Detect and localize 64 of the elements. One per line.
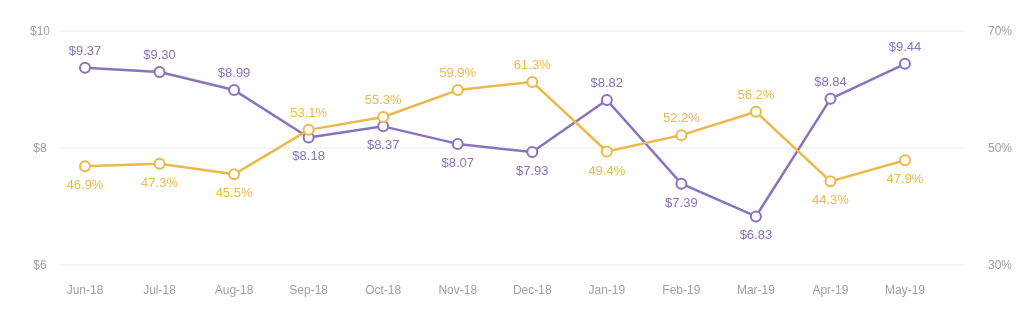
x-tick-label: Apr-19 — [812, 283, 849, 297]
data-label: 59.9% — [439, 65, 477, 81]
data-label: 49.4% — [588, 162, 626, 178]
point — [824, 175, 837, 188]
data-label: $8.99 — [217, 65, 251, 81]
data-label: $8.07 — [441, 154, 474, 170]
point — [377, 111, 390, 123]
x-tick-label: Jul-18 — [143, 283, 177, 297]
point — [451, 137, 464, 150]
y-tick-label: $8 — [33, 141, 47, 156]
x-tick-label: Oct-18 — [365, 283, 402, 297]
data-label: $8.82 — [590, 75, 624, 91]
point — [153, 65, 166, 78]
data-label: $8.18 — [292, 148, 325, 164]
data-label: 52.2% — [662, 110, 701, 126]
point — [600, 94, 613, 107]
data-label: $8.84 — [814, 73, 847, 89]
data-label: $8.37 — [366, 137, 400, 153]
data-label: $9.44 — [888, 38, 922, 54]
data-label: 53.1% — [290, 104, 328, 120]
x-tick-label: Jun-18 — [66, 283, 104, 297]
x-tick-label: Mar-19 — [736, 283, 776, 297]
point — [749, 105, 762, 118]
data-label: $7.93 — [516, 163, 549, 179]
point — [749, 210, 762, 223]
point — [899, 154, 911, 167]
data-label: 47.9% — [886, 171, 924, 187]
x-tick-label: Sep-18 — [289, 283, 329, 297]
data-label: $9.30 — [143, 46, 176, 62]
data-label: $9.37 — [68, 42, 102, 58]
point — [451, 84, 464, 97]
point — [153, 157, 166, 170]
y2-tick-label: 70% — [987, 24, 1013, 39]
x-tick-label: Nov-18 — [438, 283, 478, 297]
point — [526, 146, 539, 159]
point — [302, 123, 315, 136]
x-tick-label: Feb-19 — [662, 283, 701, 297]
point — [675, 129, 688, 142]
data-label: 44.3% — [812, 192, 850, 208]
data-label: 47.3% — [141, 174, 179, 190]
point — [228, 168, 241, 181]
data-label: $7.39 — [665, 194, 698, 210]
x-tick-label: Aug-18 — [214, 283, 254, 297]
point — [600, 145, 613, 158]
x-tick-label: May-19 — [884, 283, 926, 297]
point — [824, 92, 837, 105]
point — [526, 75, 539, 88]
data-label: 61.3% — [513, 56, 552, 72]
data-label: 55.3% — [364, 92, 403, 107]
y2-tick-label: 50% — [987, 141, 1013, 156]
point — [899, 57, 911, 70]
data-label: 56.2% — [737, 86, 775, 102]
y-tick-label: $10 — [29, 24, 51, 39]
point — [79, 61, 91, 74]
data-label: 46.9% — [66, 177, 104, 193]
point — [79, 160, 91, 173]
point — [228, 84, 241, 97]
y2-tick-label: 30% — [987, 258, 1013, 273]
data-label: $6.83 — [739, 227, 773, 243]
x-tick-label: Dec-18 — [512, 283, 552, 297]
y-tick-label: $6 — [33, 258, 47, 273]
data-label: 45.5% — [215, 185, 253, 201]
x-tick-label: Jan-19 — [588, 283, 626, 297]
point — [675, 177, 688, 190]
